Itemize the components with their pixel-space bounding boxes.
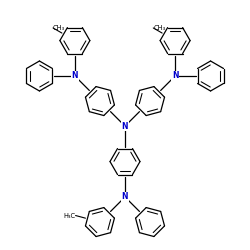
- Text: H₃C: H₃C: [64, 212, 76, 218]
- Text: CH₃: CH₃: [53, 25, 65, 31]
- Text: CH₃: CH₃: [153, 25, 166, 31]
- Text: N: N: [172, 72, 178, 80]
- Text: N: N: [122, 122, 128, 130]
- Text: N: N: [122, 192, 128, 202]
- Text: N: N: [72, 72, 78, 80]
